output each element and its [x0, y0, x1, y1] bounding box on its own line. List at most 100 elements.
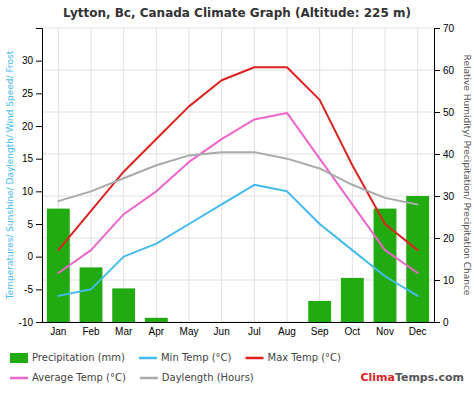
- y2-tick-mark: [434, 196, 440, 197]
- bar: [276, 322, 299, 323]
- x-tick: Sep: [311, 322, 329, 337]
- y2-tick-mark: [434, 322, 440, 323]
- y-tick: 20: [22, 121, 42, 132]
- y2-tick-label: 60: [443, 65, 455, 76]
- bar: [243, 322, 266, 323]
- title: Lytton, Bc, Canada Climate Graph (Altitu…: [63, 6, 411, 20]
- legend-label: Daylength (Hours): [162, 372, 254, 383]
- y2-tick: 70: [434, 23, 455, 34]
- line: [58, 113, 417, 273]
- y-tick-mark: [36, 159, 42, 160]
- y2-tick-mark: [434, 70, 440, 71]
- grid-line-y: [42, 154, 434, 155]
- x-tick: Jul: [248, 322, 261, 337]
- grid-line-x: [123, 28, 124, 322]
- legend-item: Min Temp (°C): [139, 352, 232, 363]
- y2-tick: 50: [434, 107, 455, 118]
- x-tick: Oct: [345, 322, 361, 337]
- legend-swatch: [140, 377, 158, 380]
- bar: [308, 301, 331, 322]
- y-tick-mark: [36, 126, 42, 127]
- bar: [112, 288, 135, 322]
- marks: [47, 67, 429, 322]
- legend-item: Average Temp (°C): [10, 372, 126, 383]
- y-tick-label: -5: [24, 284, 33, 295]
- y-tick-label: 20: [22, 121, 34, 132]
- x-tick-label: Mar: [115, 326, 133, 337]
- y-tick: 5: [27, 219, 42, 230]
- x-tick-label: Nov: [376, 326, 394, 337]
- y2-tick-label: 20: [443, 233, 455, 244]
- legend-swatch: [10, 377, 28, 380]
- x-axis-line: [43, 322, 435, 323]
- y-tick-mark: [36, 257, 42, 258]
- y-tick-label: 30: [22, 55, 34, 66]
- bar: [406, 196, 429, 322]
- chart-svg: Jan Feb Mar Apr May Jun Jul Aug Sep Oct Nov Dec -10 -…: [0, 0, 474, 400]
- grid-line-x: [221, 28, 222, 322]
- y-tick-label: 15: [22, 153, 34, 164]
- x-tick-label: Sep: [311, 326, 329, 337]
- watermark-part: Clima: [360, 371, 395, 384]
- x-tick: Feb: [82, 322, 100, 337]
- x-tick-label: Jan: [50, 326, 66, 337]
- x-tick: Jan: [50, 322, 66, 337]
- y2-tick-mark: [434, 154, 440, 155]
- watermark-part: Temps.com: [395, 371, 464, 384]
- y2-tick: 60: [434, 65, 455, 76]
- y2-tick: 30: [434, 191, 455, 202]
- x-tick: Mar: [115, 322, 133, 337]
- x-tick-label: Oct: [345, 326, 361, 337]
- line: [58, 152, 417, 204]
- x-tick: Aug: [278, 322, 296, 337]
- y2-tick: 0: [434, 317, 449, 328]
- y2-tick-mark: [434, 238, 440, 239]
- y-axis-title: Temperatures/ Sunshine/ Daylength/ Wind …: [5, 50, 15, 300]
- x-tick-label: Jun: [214, 326, 230, 337]
- y2-axis-title: Relative Humidity/ Precipitation/ Precip…: [462, 55, 472, 296]
- y-tick-mark: [36, 93, 42, 94]
- y-tick-label: 0: [27, 251, 33, 262]
- legend-item: Max Temp (°C): [246, 352, 342, 363]
- grid-line-y: [42, 70, 434, 71]
- y2-tick-label: 30: [443, 191, 455, 202]
- bar: [341, 278, 364, 322]
- y-tick: -10: [19, 317, 42, 328]
- y2-tick-label: 10: [443, 275, 455, 286]
- x-tick: May: [180, 322, 199, 337]
- y-tick: 25: [22, 88, 42, 99]
- x-tick: Jun: [214, 322, 230, 337]
- bar: [178, 322, 201, 323]
- y2-tick-label: 70: [443, 23, 455, 34]
- x-axis: Jan Feb Mar Apr May Jun Jul Aug Sep Oct Nov Dec: [43, 322, 435, 337]
- grid-line-x: [254, 28, 255, 322]
- y-tick: 30: [22, 55, 42, 66]
- bar: [145, 318, 168, 322]
- legend-swatch: [246, 357, 264, 360]
- y2-tick-label: 50: [443, 107, 455, 118]
- legend-label: Average Temp (°C): [32, 372, 126, 383]
- y-tick-label: 10: [22, 186, 34, 197]
- x-tick-label: Apr: [149, 326, 165, 337]
- x-tick: Apr: [149, 322, 165, 337]
- y2-tick: 40: [434, 149, 455, 160]
- y-tick-mark: [36, 224, 42, 225]
- y2-tick: 20: [434, 233, 455, 244]
- y2-tick-mark: [434, 280, 440, 281]
- y2-tick-label: 40: [443, 149, 455, 160]
- legend-swatch: [10, 353, 28, 363]
- y-tick: 15: [22, 153, 42, 164]
- legend-label: Max Temp (°C): [268, 352, 342, 363]
- x-tick: Dec: [409, 322, 427, 337]
- y-tick-mark: [36, 191, 42, 192]
- y-tick-label: 5: [27, 219, 33, 230]
- chart-container: Jan Feb Mar Apr May Jun Jul Aug Sep Oct Nov Dec -10 -…: [0, 0, 474, 400]
- y2-tick-label: 0: [443, 317, 449, 328]
- bar: [210, 322, 233, 323]
- y-tick: 10: [22, 186, 42, 197]
- watermark: ClimaTemps.com: [360, 371, 464, 384]
- y-tick-mark: [36, 322, 42, 323]
- y-tick-label: -10: [19, 317, 34, 328]
- y-tick-label: 25: [22, 88, 34, 99]
- y2-axis: 0 10 20 30 40 50 60 70: [434, 23, 455, 328]
